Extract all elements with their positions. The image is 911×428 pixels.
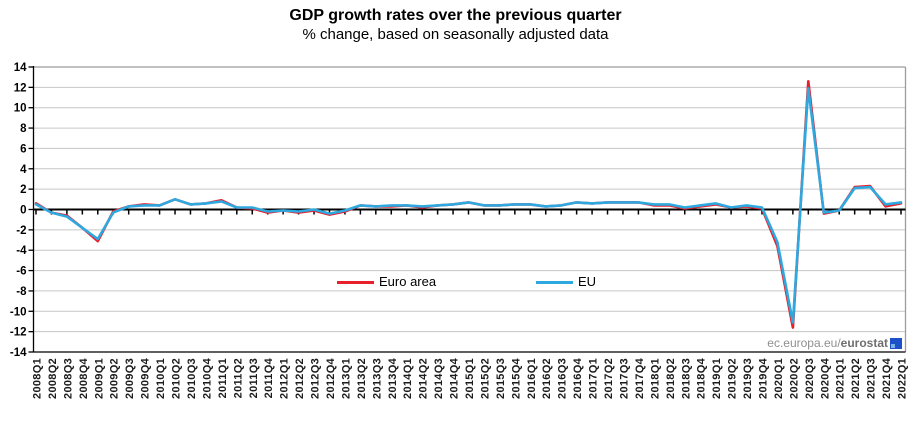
chart-subtitle: % change, based on seasonally adjusted d…: [302, 26, 609, 43]
watermark: ec.europa.eu/eurostat: [767, 336, 902, 350]
x-axis-label: 2011Q2: [232, 358, 244, 398]
x-axis-label: 2015Q1: [464, 358, 476, 399]
x-axis-label: 2017Q3: [618, 358, 630, 399]
x-axis-label: 2014Q4: [449, 357, 461, 399]
x-axis-label: 2011Q3: [248, 358, 260, 398]
x-axis-label: 2021Q2: [850, 358, 862, 399]
x-axis-label: 2015Q3: [495, 358, 507, 399]
x-axis-label: 2017Q4: [634, 357, 646, 399]
x-axis-label: 2014Q3: [433, 358, 445, 399]
x-axis-label: 2012Q4: [325, 357, 337, 399]
y-axis-label: 0: [20, 205, 26, 217]
x-axis-label: 2020Q2: [788, 358, 800, 399]
x-axis-label: 2020Q1: [773, 358, 785, 399]
x-axis-label: 2009Q3: [124, 358, 136, 399]
x-axis-label: 2009Q4: [140, 357, 152, 399]
y-axis-label: -6: [16, 266, 26, 278]
x-axis-label: 2012Q2: [294, 358, 306, 399]
x-axis-label: 2014Q2: [418, 358, 430, 399]
x-axis-label: 2015Q2: [479, 358, 491, 399]
x-axis-label: 2021Q4: [881, 357, 893, 399]
x-axis-label: 2013Q3: [371, 358, 383, 399]
x-axis-label: 2008Q4: [78, 357, 90, 399]
watermark-url-bold: eurostat: [840, 336, 888, 350]
x-axis-label: 2018Q1: [649, 358, 661, 399]
x-axis-label: 2010Q2: [171, 358, 183, 399]
x-axis-label: 2018Q4: [696, 357, 708, 399]
x-axis-label: 2009Q1: [93, 358, 105, 399]
y-gridlines: [33, 86, 906, 333]
eu-line: [34, 87, 903, 324]
y-axis-label: 6: [20, 143, 26, 155]
y-axis-label: 14: [14, 62, 27, 74]
eurostat-eu-flag-icon: [890, 337, 902, 349]
x-axis-label: 2019Q2: [727, 358, 739, 399]
eu-flag-mark: [891, 343, 895, 348]
x-axis-label: 2022Q1: [897, 358, 909, 399]
x-axis-label: 2020Q3: [804, 358, 816, 399]
x-axis-label: 2016Q3: [557, 358, 569, 399]
y-axis-label: 10: [14, 103, 27, 115]
y-axis-label: -2: [16, 225, 26, 237]
x-axis-label: 2008Q2: [47, 358, 59, 399]
x-axis-label: 2015Q4: [510, 357, 522, 399]
x-axis-label: 2008Q1: [32, 358, 44, 399]
x-axis-label: 2017Q1: [588, 358, 600, 399]
y-axis-label: -12: [10, 327, 27, 339]
x-axis-label: 2019Q3: [742, 358, 754, 399]
y-axis-label: -10: [10, 306, 27, 318]
x-axis-label: 2013Q4: [387, 357, 399, 399]
x-axis-label: 2010Q4: [201, 357, 213, 399]
y-axis-label: -8: [16, 286, 27, 298]
x-axis-label: 2012Q1: [279, 358, 291, 399]
zero-axis: [33, 208, 906, 215]
chart-title: GDP growth rates over the previous quart…: [289, 7, 622, 24]
x-axis-label: 2011Q1: [217, 358, 229, 398]
y-axis-label: -14: [10, 347, 27, 359]
x-axis-label: 2010Q3: [186, 358, 198, 399]
x-axis-label: 2010Q1: [155, 358, 167, 399]
data-series: [34, 80, 903, 329]
x-axis-label: 2016Q1: [526, 358, 538, 399]
x-axis-label: 2009Q2: [109, 358, 121, 399]
x-axis-label: 2021Q3: [866, 358, 878, 399]
x-axis-label: 2013Q1: [340, 358, 352, 399]
x-axis-label: 2017Q2: [603, 358, 615, 399]
x-axis-label: 2019Q1: [711, 358, 723, 399]
y-axis-label: 8: [20, 123, 27, 135]
watermark-url-prefix: ec.europa.eu/: [767, 336, 841, 350]
x-axis-label: 2016Q2: [541, 358, 553, 399]
y-axis-label: 4: [20, 164, 27, 176]
y-axis-label: 12: [14, 82, 27, 94]
x-axis-label: 2008Q3: [62, 358, 74, 399]
x-axis-label: 2019Q4: [757, 357, 769, 399]
x-axis-label: 2014Q1: [402, 358, 414, 399]
x-axis-label: 2021Q1: [835, 358, 847, 399]
y-axis-label: -4: [16, 245, 27, 257]
y-axis-label: 2: [20, 184, 26, 196]
x-axis-label: 2020Q4: [819, 357, 831, 399]
x-axis-label: 2018Q3: [680, 358, 692, 399]
x-axis-label: 2013Q2: [356, 358, 368, 399]
x-axis-label: 2016Q4: [572, 357, 584, 399]
x-axis-label: 2011Q4: [263, 357, 275, 398]
x-axis-labels: 2008Q1 2008Q2 2008Q3 2008Q4 2009Q1 2009Q2 2009…: [32, 357, 909, 399]
x-axis-label: 2012Q3: [310, 358, 322, 399]
x-axis-label: 2018Q2: [665, 358, 677, 399]
y-axis: -14 -12 -10 -8 -6 -4 -2 0 2 4 6 8 10 12 14: [10, 62, 34, 359]
